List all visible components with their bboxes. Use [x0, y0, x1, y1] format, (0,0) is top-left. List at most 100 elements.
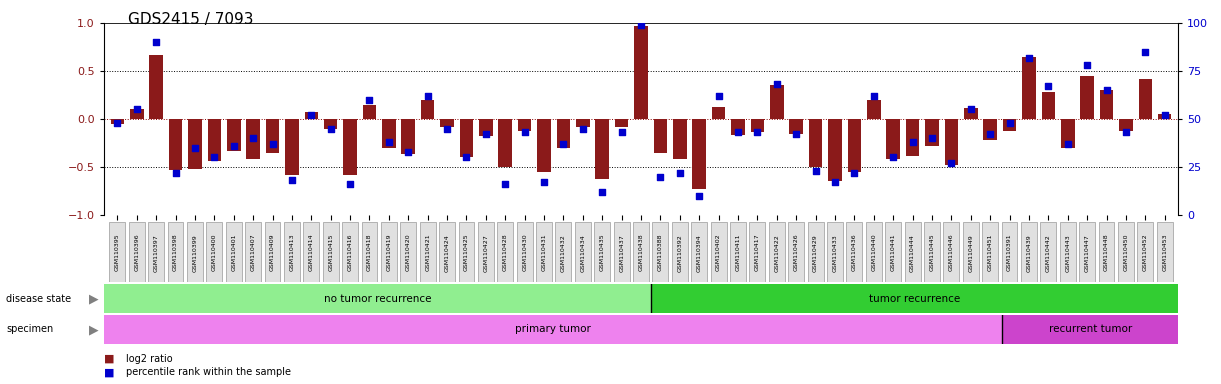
Text: specimen: specimen	[6, 324, 54, 334]
Bar	[808, 119, 823, 167]
FancyBboxPatch shape	[924, 222, 940, 283]
Text: GSM110421: GSM110421	[425, 234, 430, 271]
Text: GSM110394: GSM110394	[697, 234, 702, 271]
Bar	[363, 105, 376, 119]
Point	[651, 174, 670, 180]
Text: GSM110427: GSM110427	[484, 234, 488, 271]
Point	[223, 143, 243, 149]
FancyBboxPatch shape	[944, 222, 960, 283]
FancyBboxPatch shape	[1079, 222, 1095, 283]
Bar	[1002, 315, 1178, 344]
FancyBboxPatch shape	[1099, 222, 1115, 283]
FancyBboxPatch shape	[1156, 222, 1172, 283]
Point	[1039, 83, 1059, 89]
Bar	[983, 119, 996, 140]
Text: tumor recurrence: tumor recurrence	[869, 293, 960, 304]
Bar	[1042, 92, 1055, 119]
Point	[922, 135, 941, 141]
Bar	[1120, 119, 1133, 131]
Bar	[1022, 57, 1035, 119]
Bar	[421, 100, 435, 119]
Text: GSM110439: GSM110439	[1027, 234, 1032, 271]
Point	[941, 160, 961, 166]
FancyBboxPatch shape	[497, 222, 513, 283]
Text: GSM110435: GSM110435	[600, 234, 604, 271]
FancyBboxPatch shape	[632, 222, 650, 283]
Point	[670, 170, 690, 176]
Point	[902, 139, 922, 145]
FancyBboxPatch shape	[711, 222, 726, 283]
FancyBboxPatch shape	[381, 222, 397, 283]
Text: GSM110424: GSM110424	[444, 234, 449, 271]
Text: GSM110429: GSM110429	[813, 234, 818, 271]
Point	[1116, 129, 1136, 136]
Bar	[1061, 119, 1074, 148]
Bar	[867, 100, 880, 119]
FancyBboxPatch shape	[866, 222, 882, 283]
Text: GDS2415 / 7093: GDS2415 / 7093	[128, 12, 254, 26]
FancyBboxPatch shape	[284, 222, 300, 283]
Text: GSM110443: GSM110443	[1065, 234, 1071, 271]
Text: GSM110400: GSM110400	[211, 234, 217, 271]
Text: GSM110417: GSM110417	[755, 234, 759, 271]
Text: GSM110402: GSM110402	[716, 234, 722, 271]
Bar	[498, 119, 512, 167]
Bar	[847, 119, 861, 172]
FancyBboxPatch shape	[1060, 222, 1076, 283]
Point	[476, 131, 496, 137]
Text: GSM110428: GSM110428	[503, 234, 508, 271]
Bar	[576, 119, 590, 127]
FancyBboxPatch shape	[691, 222, 707, 283]
FancyBboxPatch shape	[1001, 222, 1017, 283]
Point	[263, 141, 282, 147]
Point	[341, 181, 360, 187]
FancyBboxPatch shape	[536, 222, 552, 283]
Point	[1096, 87, 1116, 93]
Bar	[1138, 79, 1153, 119]
Bar	[247, 119, 260, 159]
Bar	[304, 112, 319, 119]
Text: GSM110432: GSM110432	[560, 234, 567, 271]
Point	[535, 179, 554, 185]
Text: GSM110448: GSM110448	[1104, 234, 1109, 271]
FancyBboxPatch shape	[1118, 222, 1134, 283]
Bar	[651, 284, 1178, 313]
FancyBboxPatch shape	[789, 222, 805, 283]
FancyBboxPatch shape	[730, 222, 746, 283]
Bar	[343, 119, 357, 175]
Text: GSM110399: GSM110399	[193, 234, 198, 271]
Text: GSM110401: GSM110401	[231, 234, 236, 271]
FancyBboxPatch shape	[905, 222, 921, 283]
Text: ▶: ▶	[89, 292, 99, 305]
Text: GSM110437: GSM110437	[619, 234, 624, 271]
Bar	[926, 119, 939, 146]
Bar	[634, 26, 648, 119]
Bar	[906, 119, 919, 156]
FancyBboxPatch shape	[459, 222, 475, 283]
Bar	[188, 119, 201, 169]
Point	[1057, 141, 1077, 147]
FancyBboxPatch shape	[420, 222, 436, 283]
Bar	[459, 119, 474, 157]
FancyBboxPatch shape	[206, 222, 222, 283]
Bar	[712, 107, 725, 119]
Point	[360, 97, 380, 103]
Point	[1077, 62, 1096, 68]
Bar	[168, 119, 182, 170]
Text: GSM110451: GSM110451	[988, 234, 993, 271]
Point	[166, 170, 186, 176]
Bar	[653, 119, 667, 153]
Point	[321, 126, 341, 132]
Text: GSM110415: GSM110415	[328, 234, 333, 271]
Text: GSM110442: GSM110442	[1046, 234, 1051, 271]
Point	[709, 93, 729, 99]
Point	[980, 131, 1000, 137]
Point	[302, 112, 321, 118]
Point	[612, 129, 631, 136]
Text: GSM110409: GSM110409	[270, 234, 275, 271]
Point	[398, 149, 418, 155]
FancyBboxPatch shape	[477, 222, 493, 283]
Text: GSM110445: GSM110445	[929, 234, 934, 271]
Text: GSM110452: GSM110452	[1143, 234, 1148, 271]
Bar	[751, 119, 764, 131]
